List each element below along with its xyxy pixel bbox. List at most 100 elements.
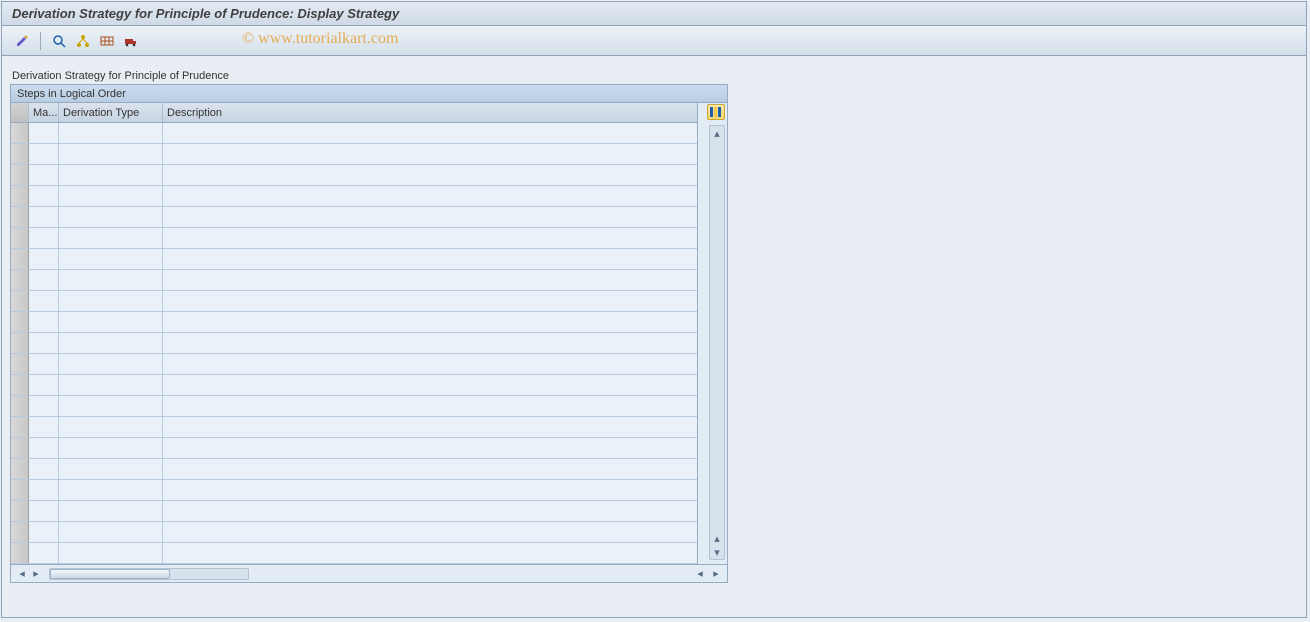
cell-type[interactable] <box>59 522 163 542</box>
cell-desc[interactable] <box>163 354 697 374</box>
table-row[interactable] <box>11 291 697 312</box>
row-selector[interactable] <box>11 144 29 164</box>
cell-maint[interactable] <box>29 312 59 332</box>
cell-desc[interactable] <box>163 480 697 500</box>
cell-maint[interactable] <box>29 522 59 542</box>
table-row[interactable] <box>11 522 697 543</box>
cell-desc[interactable] <box>163 291 697 311</box>
hierarchy-button[interactable] <box>73 31 93 51</box>
row-selector[interactable] <box>11 543 29 563</box>
row-selector[interactable] <box>11 249 29 269</box>
cell-type[interactable] <box>59 543 163 563</box>
cell-desc[interactable] <box>163 123 697 143</box>
column-selector[interactable] <box>11 103 29 122</box>
column-header-maint[interactable]: Ma... <box>29 103 59 122</box>
cell-type[interactable] <box>59 144 163 164</box>
cell-type[interactable] <box>59 186 163 206</box>
vertical-scrollbar[interactable]: ▴ ▴ ▾ <box>709 125 725 560</box>
configure-columns-button[interactable] <box>707 104 725 120</box>
cell-maint[interactable] <box>29 270 59 290</box>
table-row[interactable] <box>11 144 697 165</box>
table-row[interactable] <box>11 396 697 417</box>
table-row[interactable] <box>11 354 697 375</box>
table-row[interactable] <box>11 543 697 564</box>
cell-type[interactable] <box>59 396 163 416</box>
table-row[interactable] <box>11 312 697 333</box>
row-selector[interactable] <box>11 270 29 290</box>
cell-maint[interactable] <box>29 480 59 500</box>
cell-desc[interactable] <box>163 249 697 269</box>
cell-type[interactable] <box>59 270 163 290</box>
row-selector[interactable] <box>11 501 29 521</box>
scroll-down-icon[interactable]: ▾ <box>710 545 724 559</box>
cell-maint[interactable] <box>29 459 59 479</box>
cell-maint[interactable] <box>29 291 59 311</box>
cell-type[interactable] <box>59 459 163 479</box>
transport-button[interactable] <box>121 31 141 51</box>
detail-button[interactable] <box>49 31 69 51</box>
column-header-type[interactable]: Derivation Type <box>59 103 163 122</box>
cell-desc[interactable] <box>163 333 697 353</box>
cell-desc[interactable] <box>163 396 697 416</box>
cell-desc[interactable] <box>163 459 697 479</box>
column-header-desc[interactable]: Description <box>163 103 697 122</box>
table-row[interactable] <box>11 186 697 207</box>
row-selector[interactable] <box>11 165 29 185</box>
cell-type[interactable] <box>59 417 163 437</box>
cell-type[interactable] <box>59 249 163 269</box>
cell-desc[interactable] <box>163 375 697 395</box>
cell-desc[interactable] <box>163 522 697 542</box>
cell-type[interactable] <box>59 207 163 227</box>
cell-maint[interactable] <box>29 186 59 206</box>
row-selector[interactable] <box>11 228 29 248</box>
table-row[interactable] <box>11 207 697 228</box>
cell-desc[interactable] <box>163 144 697 164</box>
table-row[interactable] <box>11 123 697 144</box>
cell-maint[interactable] <box>29 375 59 395</box>
table-row[interactable] <box>11 333 697 354</box>
cell-desc[interactable] <box>163 270 697 290</box>
row-selector[interactable] <box>11 480 29 500</box>
table-row[interactable] <box>11 249 697 270</box>
cell-type[interactable] <box>59 165 163 185</box>
cell-maint[interactable] <box>29 123 59 143</box>
table-row[interactable] <box>11 417 697 438</box>
cell-desc[interactable] <box>163 417 697 437</box>
hscroll-thumb[interactable] <box>50 569 170 579</box>
cell-type[interactable] <box>59 438 163 458</box>
scroll-down-top-icon[interactable]: ▴ <box>710 531 724 545</box>
cell-desc[interactable] <box>163 207 697 227</box>
table-row[interactable] <box>11 480 697 501</box>
row-selector[interactable] <box>11 354 29 374</box>
row-selector[interactable] <box>11 396 29 416</box>
table-row[interactable] <box>11 459 697 480</box>
hscroll-track[interactable] <box>49 568 249 580</box>
table-row[interactable] <box>11 375 697 396</box>
cell-type[interactable] <box>59 480 163 500</box>
cell-desc[interactable] <box>163 186 697 206</box>
cell-desc[interactable] <box>163 165 697 185</box>
cell-maint[interactable] <box>29 165 59 185</box>
cell-desc[interactable] <box>163 312 697 332</box>
cell-maint[interactable] <box>29 249 59 269</box>
table-row[interactable] <box>11 228 697 249</box>
table-row[interactable] <box>11 270 697 291</box>
cell-desc[interactable] <box>163 543 697 563</box>
row-selector[interactable] <box>11 375 29 395</box>
cell-maint[interactable] <box>29 228 59 248</box>
cell-maint[interactable] <box>29 501 59 521</box>
row-selector[interactable] <box>11 123 29 143</box>
cell-type[interactable] <box>59 354 163 374</box>
cell-type[interactable] <box>59 291 163 311</box>
cell-type[interactable] <box>59 312 163 332</box>
cell-type[interactable] <box>59 228 163 248</box>
hscroll-left-first-icon[interactable]: ◂ <box>15 567 29 581</box>
hscroll-left-icon[interactable]: ▸ <box>29 567 43 581</box>
table-button[interactable] <box>97 31 117 51</box>
cell-maint[interactable] <box>29 207 59 227</box>
row-selector[interactable] <box>11 312 29 332</box>
table-row[interactable] <box>11 165 697 186</box>
cell-maint[interactable] <box>29 438 59 458</box>
hscroll-right-icon[interactable]: ◂ <box>693 567 707 581</box>
cell-type[interactable] <box>59 501 163 521</box>
